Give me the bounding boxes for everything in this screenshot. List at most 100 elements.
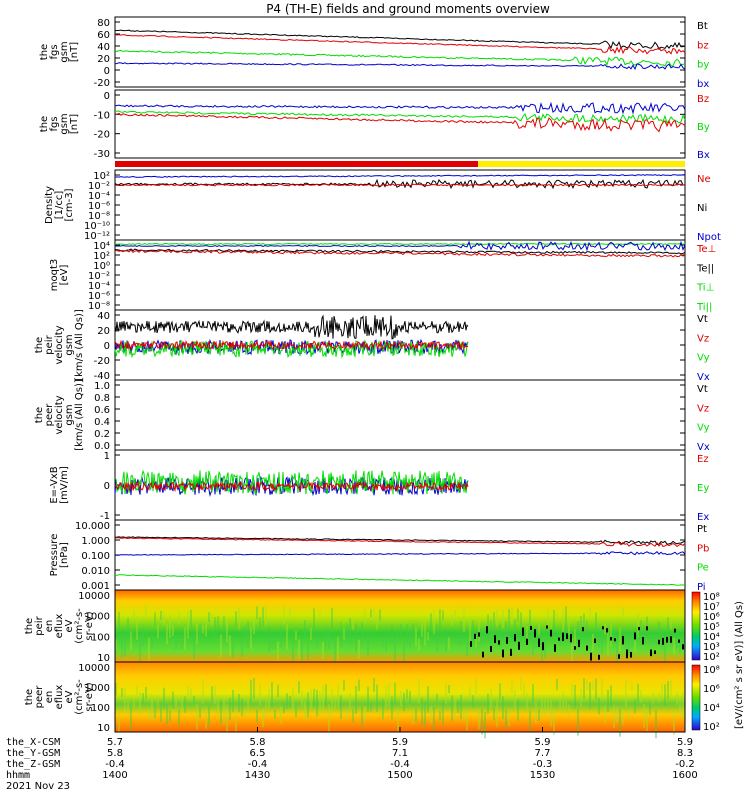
spectrogram-cell: [304, 619, 306, 638]
spectrogram-cell: [673, 637, 675, 655]
spectrogram-cell: [595, 678, 597, 700]
spectrogram-cell: [602, 626, 604, 630]
y-axis-label-line: gsm: [59, 41, 70, 62]
spectrogram-cell: [172, 625, 174, 637]
series-line-te-perp: [114, 249, 686, 258]
spectrogram-cell: [241, 698, 243, 717]
spectrogram-cell: [595, 612, 597, 632]
y-tick-label: -20: [94, 78, 110, 89]
legend-pt: Pt: [697, 524, 707, 535]
spectrogram-cell: [397, 627, 399, 643]
spectrogram-cell: [259, 683, 261, 706]
spectrogram-cell: [470, 641, 472, 647]
spectrogram-cell: [394, 682, 396, 704]
legend-vx: Vx: [697, 442, 710, 453]
spectrogram-cell: [622, 709, 624, 725]
spectrogram-cell: [454, 609, 456, 621]
series-line-bt: [114, 29, 686, 51]
spectrogram-cell: [481, 709, 483, 735]
y-axis-label-line: (cm²-s-: [74, 608, 85, 644]
spectrogram-cell: [496, 700, 498, 728]
spectrogram-cell: [313, 608, 315, 634]
spectrogram-cell: [163, 687, 165, 709]
series-line-vz: [114, 339, 469, 351]
spectrogram-cell: [322, 684, 324, 713]
spectrogram-cell: [439, 609, 441, 632]
spectrogram-cell: [666, 636, 668, 643]
spectrogram-cell: [478, 708, 480, 730]
legend-bz: bz: [697, 40, 709, 51]
spectrogram-cell: [184, 627, 186, 650]
spectrogram-cell: [172, 691, 174, 709]
spectrogram-cell: [679, 637, 681, 654]
spectrogram-cell: [322, 641, 324, 660]
series-line-ne: [114, 183, 686, 187]
x-tick-label: 1530: [530, 770, 555, 781]
spectrogram-cell: [400, 624, 402, 637]
spectrogram-cell: [352, 620, 354, 630]
spectrogram-cell: [606, 628, 608, 633]
legend-by: by: [697, 60, 709, 71]
spectrogram-cell: [283, 605, 285, 624]
spectrogram-cell: [469, 686, 471, 701]
spectrogram-cell: [481, 629, 483, 646]
spectrogram-cell: [418, 678, 420, 704]
spectrogram-cell: [163, 614, 165, 626]
spectrogram-cell: [658, 692, 660, 703]
spectrogram-cell: [352, 709, 354, 723]
legend-ne: Ne: [697, 174, 711, 185]
y-axis-label-line: gsm: [64, 334, 75, 355]
y-axis-label-line: fgs: [49, 116, 60, 131]
spectrogram-cell: [268, 626, 270, 653]
spectrogram-cell: [367, 686, 369, 713]
y-tick-label: 10000: [78, 663, 110, 674]
y-tick-label: -10: [94, 110, 110, 121]
spectrogram-cell: [658, 639, 660, 645]
legend-pi: Pi: [697, 582, 706, 593]
legend-vz: Vz: [697, 333, 709, 344]
y-axis-label: the peer en eflux eV (cm²-s-sr-eV): [24, 679, 95, 715]
spectrogram-cell: [403, 640, 405, 663]
spectrogram-cell: [580, 688, 582, 708]
spectrogram-cell: [568, 616, 570, 636]
y-axis-label-line: [nPa]: [59, 542, 70, 568]
spectrogram-cell: [556, 678, 558, 691]
colorbar-tick: 10⁴: [703, 703, 720, 714]
spectrogram-cell: [523, 683, 525, 700]
series-line-by: [114, 110, 686, 124]
panel-e-field: E=-VxB [mV/m] 1 0 -1 Ez Ey Ex: [49, 449, 709, 523]
y-tick-label: 10⁻⁸: [88, 301, 110, 312]
spectrogram-cell: [130, 706, 132, 731]
spectrogram-cell: [601, 631, 603, 654]
spectrogram-cell: [646, 626, 648, 631]
spectrogram-cell: [241, 639, 243, 658]
spectrogram-cell: [376, 684, 378, 712]
spectrogram-cell: [358, 679, 360, 692]
spectrogram-cell: [475, 677, 477, 695]
spectrogram-cell: [637, 612, 639, 638]
spectrogram-cell: [298, 681, 300, 694]
spectrogram-cell: [319, 690, 321, 717]
spectrogram-cell: [166, 704, 168, 725]
spectrogram-cell: [577, 708, 579, 736]
spectrogram-cell: [586, 645, 588, 651]
y-tick-label: 10⁻²: [88, 181, 110, 192]
y-axis-label: the peir velocity gsm [km/s (All Qs)]: [34, 309, 85, 381]
spectrogram-cell: [457, 700, 459, 714]
spectrogram-cell: [328, 704, 330, 733]
spectrogram-cell: [529, 609, 531, 634]
legend-vy: Vy: [697, 353, 710, 364]
spectrogram-cell: [418, 638, 420, 651]
y-tick-label: 0.8: [94, 393, 110, 404]
spectrogram-cell: [640, 690, 642, 703]
spectrogram-cell: [598, 697, 600, 715]
spectrogram-cell: [662, 637, 664, 645]
y-axis-label-line: peir: [34, 615, 45, 635]
spectrogram-cell: [565, 606, 567, 632]
series-line-vy: [114, 339, 469, 359]
y-axis-label-line: eV: [64, 619, 75, 632]
spectrogram-cell: [430, 613, 432, 630]
spectrogram-cell: [364, 609, 366, 624]
spectrogram-cell: [616, 707, 618, 723]
